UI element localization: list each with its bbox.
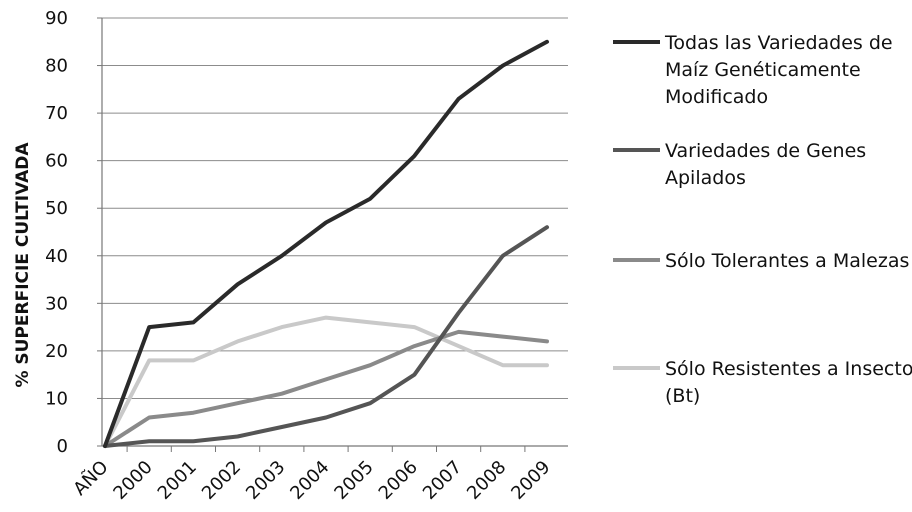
x-tick-label: 2000 [109, 457, 156, 504]
series-line-3 [103, 329, 549, 448]
x-tick-label: AÑO [69, 456, 113, 500]
x-tick-label: 2005 [330, 457, 377, 504]
data-point [237, 283, 239, 285]
data-point [192, 359, 194, 361]
data-point [502, 336, 504, 338]
data-point [104, 445, 106, 447]
legend-label: Sólo Resistentes a Insectos [665, 358, 912, 380]
y-tick-label: 60 [45, 151, 68, 172]
data-point [458, 98, 460, 100]
data-point [281, 426, 283, 428]
data-point [502, 364, 504, 366]
data-point [546, 340, 548, 342]
data-point [369, 402, 371, 404]
data-point [148, 326, 150, 328]
legend-label: Maíz Genéticamente [665, 59, 861, 81]
x-tick-label: 2004 [286, 457, 333, 504]
legend-label: Modificado [665, 86, 768, 108]
y-tick-label: 70 [45, 103, 68, 124]
data-point [458, 312, 460, 314]
x-tick-label: 2001 [154, 457, 201, 504]
data-point [546, 364, 548, 366]
data-point [281, 255, 283, 257]
data-point [237, 340, 239, 342]
data-point [237, 402, 239, 404]
grid-lines [102, 17, 568, 399]
y-axis-label: % SUPERFICIE CULTIVADA [13, 142, 33, 388]
y-tick-label: 20 [45, 341, 68, 362]
y-tick-label: 40 [45, 246, 68, 267]
legend-label: Apilados [665, 167, 746, 189]
y-tick-label: 10 [45, 388, 68, 409]
x-tick-label: 2003 [242, 457, 289, 504]
data-point [458, 345, 460, 347]
y-tick-label: 0 [57, 436, 68, 457]
data-point [325, 221, 327, 224]
data-point [325, 416, 327, 419]
data-point [148, 440, 150, 442]
y-tick-label: 80 [45, 56, 68, 77]
data-point [369, 198, 371, 200]
legend-label: Variedades de Genes [665, 140, 866, 162]
data-point [546, 41, 548, 43]
data-point [369, 364, 371, 366]
series-line-4 [103, 315, 549, 448]
legend-item-3: Sólo Tolerantes a Malezas [613, 250, 909, 272]
data-point [281, 326, 283, 328]
data-point [192, 321, 194, 323]
x-tick-label: 2009 [507, 457, 554, 504]
x-tick-labels: AÑO2000200120022003200420052006200720082… [69, 456, 555, 504]
x-tick-label: 2002 [198, 457, 245, 504]
series-line-1 [103, 39, 549, 448]
legend-label: Sólo Tolerantes a Malezas [665, 250, 909, 272]
data-point [192, 440, 194, 442]
legend-item-4: Sólo Resistentes a Insectos (Bt) [613, 358, 912, 407]
legend-item-2: Variedades de Genes Apilados [613, 140, 866, 189]
data-point [502, 64, 504, 67]
data-point [325, 378, 327, 381]
data-point [237, 435, 239, 438]
data-point [413, 374, 415, 376]
data-point [413, 345, 415, 347]
axes [97, 17, 568, 452]
legend-label: (Bt) [665, 385, 700, 407]
y-tick-labels: 0 10 20 30 40 50 60 70 80 90 [45, 8, 68, 457]
y-tick-label: 50 [45, 198, 68, 219]
data-point [413, 155, 415, 157]
data-point [325, 317, 327, 319]
x-tick-label: 2007 [419, 457, 466, 504]
legend-label: Todas las Variedades de [664, 32, 893, 54]
y-tick-label: 90 [45, 8, 68, 29]
series-lines [103, 39, 549, 448]
legend-item-1: Todas las Variedades de Maíz Genéticament… [613, 32, 893, 108]
data-point [502, 255, 504, 257]
y-tick-label: 30 [45, 293, 68, 314]
data-point [281, 393, 283, 395]
data-point [148, 416, 150, 419]
data-point [369, 321, 371, 323]
legend: Todas las Variedades de Maíz Genéticament… [613, 32, 912, 407]
data-point [546, 226, 548, 228]
data-point [148, 359, 150, 361]
data-point [413, 326, 415, 328]
data-point [192, 412, 194, 414]
data-point [458, 331, 460, 333]
x-tick-label: 2006 [375, 457, 422, 504]
x-tick-label: 2008 [463, 457, 510, 504]
